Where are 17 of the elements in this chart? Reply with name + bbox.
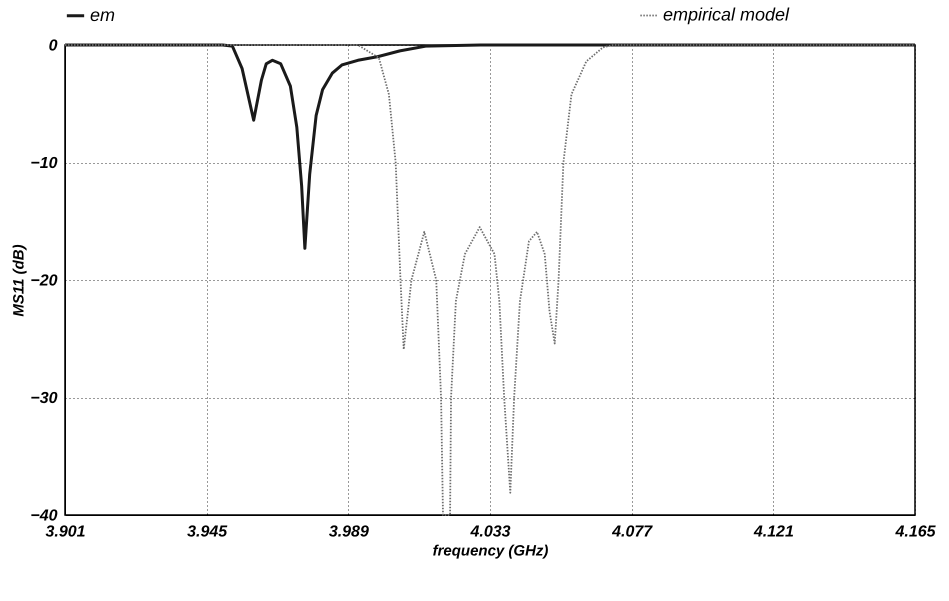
- y-tick-label: −10: [30, 155, 58, 172]
- y-tick-label: 0: [48, 38, 58, 54]
- x-axis-title: frequency (GHz): [432, 542, 548, 560]
- line-series: [64, 44, 916, 516]
- x-tick-label: 3.945: [187, 524, 228, 540]
- x-tick-label: 3.901: [45, 524, 86, 540]
- y-axis-title: MS11 (dB): [10, 244, 28, 317]
- x-tick-label: 3.989: [328, 524, 369, 540]
- y-tick-label: −40: [30, 508, 58, 524]
- x-tick-label: 4.077: [611, 524, 654, 540]
- x-tick-label: 4.165: [894, 524, 937, 540]
- legend-label: empirical model: [663, 4, 790, 24]
- x-tick-label: 4.033: [469, 524, 511, 540]
- x-tick-label: 4.121: [752, 524, 794, 540]
- legend-label: em: [90, 4, 116, 25]
- y-tick-label: −30: [30, 390, 58, 407]
- y-tick-label: −20: [30, 272, 58, 290]
